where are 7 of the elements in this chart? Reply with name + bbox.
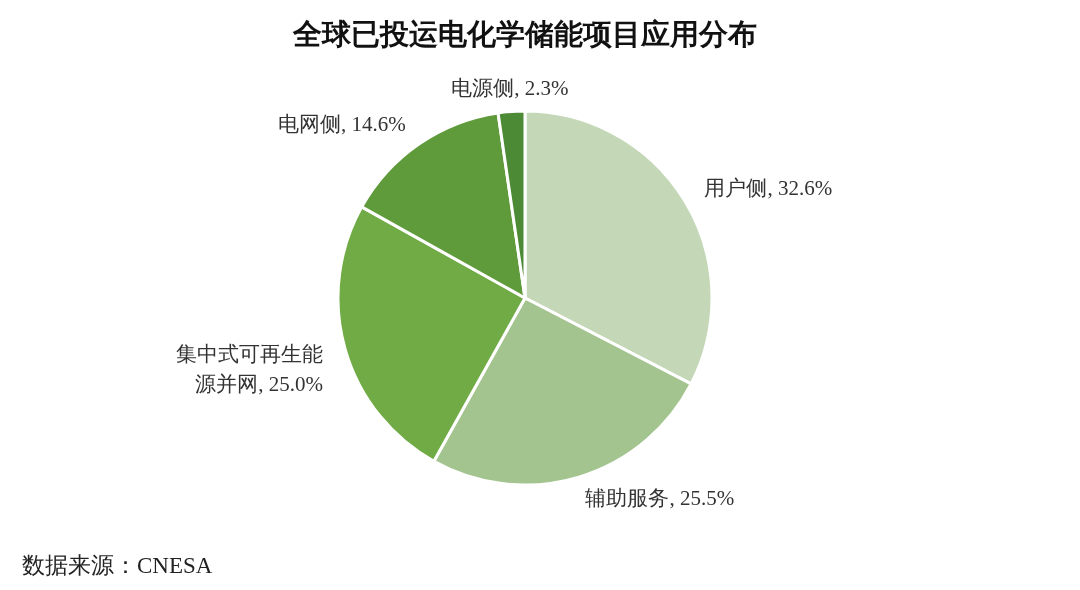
chart-title: 全球已投运电化学储能项目应用分布 <box>292 18 757 50</box>
slice-label: 用户侧, 32.6% <box>704 175 833 200</box>
slice-label: 辅助服务, 25.5% <box>585 486 735 511</box>
source-note: 数据来源：CNESA <box>22 553 213 578</box>
slice-label: 集中式可再生能源并网, 25.0% <box>175 342 323 397</box>
slice-label: 电源侧, 2.3% <box>451 75 569 100</box>
slice-label: 电网侧, 14.6% <box>278 112 406 137</box>
